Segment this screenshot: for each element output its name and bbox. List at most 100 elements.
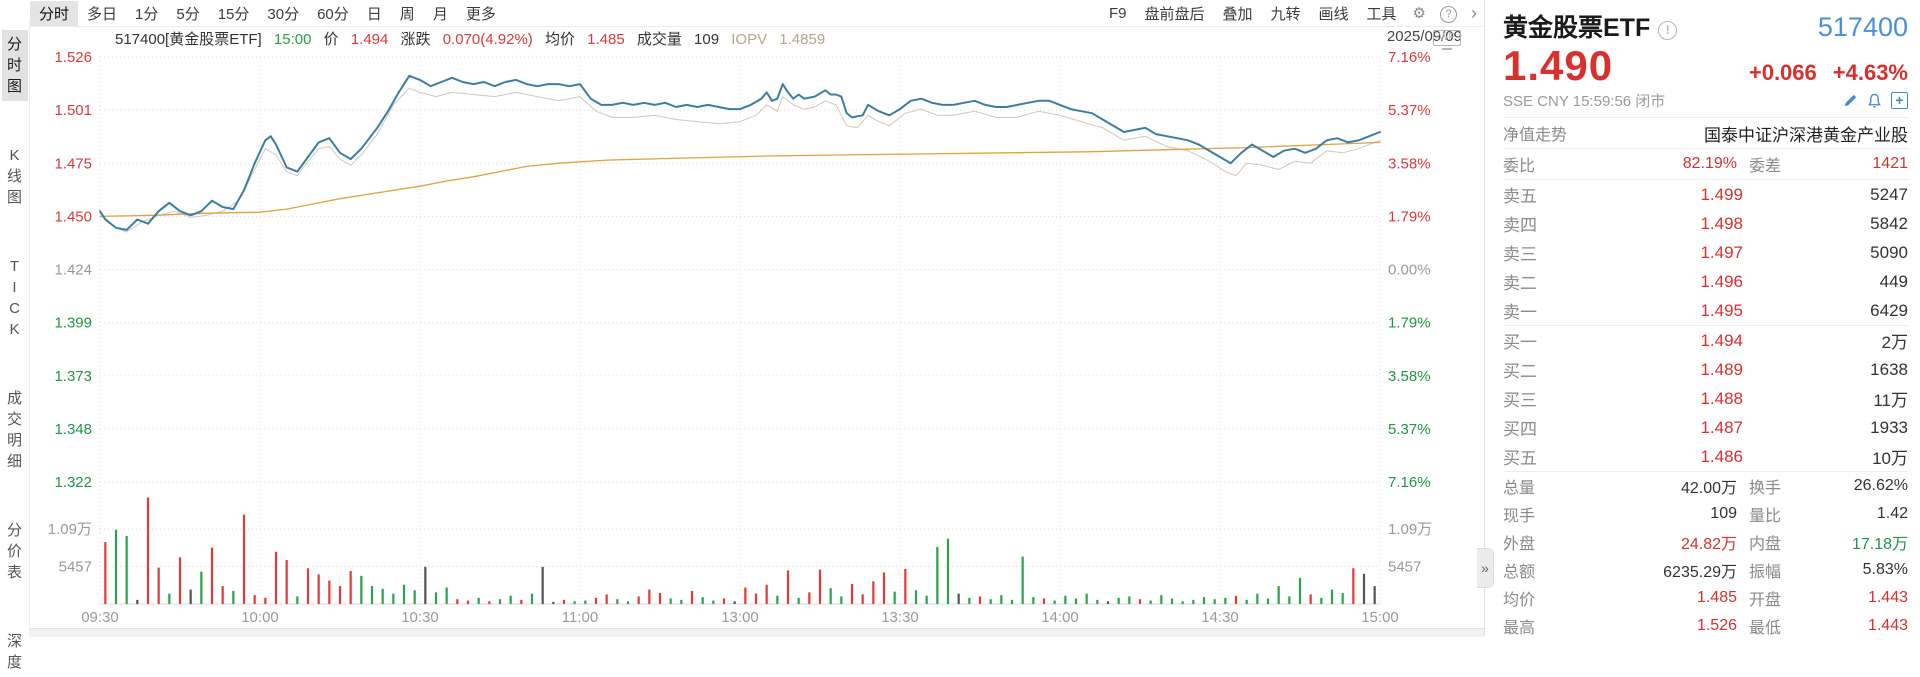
volume-bar (200, 571, 203, 604)
bid-book: 买一 1.494 2万 买二 1.489 1638 买三 1.488 11万 买四 1.487 193… (1503, 326, 1908, 471)
toolbar-item-right-3[interactable]: 九转 (1270, 5, 1301, 23)
volume-bar (1288, 596, 1291, 604)
bid-row-1[interactable]: 买一 1.494 2万 (1503, 330, 1908, 353)
pct-axis-label-5: 1.79% (1388, 315, 1431, 332)
volume-bar (1128, 596, 1131, 604)
wp-monitor-icon[interactable]: WP (1433, 30, 1461, 52)
volume-bar (328, 580, 331, 604)
toolbar-item-left-3[interactable]: 5分 (176, 5, 200, 23)
volume-bar (904, 568, 907, 604)
ask-row-4[interactable]: 卖二 1.496 449 (1503, 271, 1908, 294)
edit-icon[interactable] (1843, 93, 1858, 108)
volume-bar (829, 588, 832, 604)
sidebar-item-3[interactable]: 成交明细 (6, 390, 22, 470)
volume-bar (1202, 597, 1206, 604)
bid-row-3[interactable]: 买三 1.488 11万 (1503, 388, 1908, 411)
volume-bar (957, 593, 960, 604)
toolbar-item-right-2[interactable]: 叠加 (1222, 5, 1253, 23)
volume-bar (541, 566, 544, 604)
volume-bar (1277, 586, 1280, 604)
volume-bar (178, 557, 182, 604)
toolbar-item-left-0[interactable]: 分时 (30, 0, 79, 26)
expand-arrow-icon[interactable]: › (1471, 2, 1477, 23)
ask-row-2[interactable]: 卖四 1.498 5842 (1503, 213, 1908, 236)
volume-bar (893, 591, 896, 604)
nav-trend-row[interactable]: 净值走势 国泰中证沪深港黄金产业股 (1503, 118, 1908, 149)
volume-label: 成交量 (636, 31, 682, 48)
toolbar-item-right-4[interactable]: 画线 (1318, 5, 1349, 23)
ask-row-1[interactable]: 卖五 1.499 5247 (1503, 184, 1908, 207)
toolbar-item-left-9[interactable]: 月 (432, 5, 448, 23)
volume-bar (989, 599, 992, 604)
last-trade-time: 15:00 (273, 31, 312, 48)
sidebar-item-4[interactable]: 分价表 (6, 522, 22, 581)
instrument-code-name: 517400[黄金股票ETF] (115, 31, 262, 48)
market-status: SSE CNY 15:59:56 闭市 (1503, 93, 1666, 110)
collapse-panel-button[interactable]: » (1477, 548, 1494, 588)
volume-bar (221, 586, 224, 604)
toolbar-item-left-1[interactable]: 多日 (87, 5, 118, 23)
toolbar-item-right-0[interactable]: F9 (1108, 4, 1127, 22)
volume-bar (1256, 593, 1259, 604)
price-label: 价 (323, 31, 339, 48)
volume-bar (690, 590, 694, 604)
sidebar-item-0[interactable]: 分时图 (1, 30, 28, 101)
volume-bar (146, 497, 150, 604)
info-icon[interactable]: ! (1658, 21, 1678, 40)
ask-row-5[interactable]: 卖一 1.495 6429 (1503, 300, 1908, 323)
intraday-chart[interactable]: 1.526 7.16% 1.501 5.37% 1.475 3.58% 1.450 1.79%… (30, 48, 1484, 628)
price-axis-label-2: 1.475 (54, 155, 92, 172)
pct-axis-label-4: 0.00% (1388, 262, 1431, 279)
volume-bar (402, 584, 406, 604)
volume-bar (232, 590, 235, 604)
volume-bar (1309, 594, 1312, 604)
volume-bar (1021, 556, 1024, 604)
avg-label: 均价 (544, 31, 575, 48)
volume-bar (360, 575, 363, 604)
sidebar-item-5[interactable]: 深度 (6, 633, 22, 671)
volume-bar (104, 542, 107, 604)
volume-bar (424, 566, 427, 604)
ask-row-3[interactable]: 卖三 1.497 5090 (1503, 242, 1908, 265)
toolbar-item-left-7[interactable]: 日 (366, 5, 382, 23)
volume-bar (584, 600, 587, 604)
bid-row-4[interactable]: 买四 1.487 1933 (1503, 417, 1908, 440)
bid-row-2[interactable]: 买二 1.489 1638 (1503, 359, 1908, 382)
volume-bar (114, 529, 118, 604)
volume-bar (1362, 573, 1366, 604)
volume-bar (285, 560, 288, 604)
instrument-code[interactable]: 517400 (1817, 12, 1908, 42)
stat-row-5: 均价 1.485 开盘 1.443 (1503, 589, 1908, 609)
ask-book: 卖五 1.499 5247 卖四 1.498 5842 卖三 1.497 5090 卖二 1.496… (1503, 180, 1908, 325)
volume-bar (1373, 586, 1376, 604)
volume-bar (712, 600, 715, 604)
toolbar-item-left-8[interactable]: 周 (399, 5, 415, 23)
pct-axis-label-6: 3.58% (1388, 368, 1431, 385)
chart-bottom-strip (30, 628, 1484, 637)
toolbar-item-left-10[interactable]: 更多 (465, 5, 496, 23)
toolbar-item-left-4[interactable]: 15分 (217, 5, 250, 23)
volume-bar (509, 595, 512, 604)
volume-bar (669, 598, 672, 604)
volume-bar (722, 598, 726, 604)
volume-bar (338, 586, 342, 604)
time-axis-label-0: 09:30 (81, 609, 119, 626)
help-icon[interactable]: ? (1433, 4, 1464, 23)
volume-bar (434, 592, 438, 604)
alert-bell-icon[interactable] (1867, 93, 1882, 109)
iopv-line (99, 87, 1381, 233)
price-axis-label-8: 1.322 (54, 474, 92, 491)
weibi-value: 82.19% (1682, 155, 1737, 172)
toolbar-item-left-6[interactable]: 60分 (317, 5, 349, 23)
toolbar-item-left-2[interactable]: 1分 (135, 5, 159, 23)
toolbar-item-right-1[interactable]: 盘前盘后 (1144, 5, 1205, 23)
toolbar-item-right-5[interactable]: 工具 (1366, 5, 1397, 23)
volume-bar (978, 596, 982, 604)
add-to-watchlist-icon[interactable]: + (1891, 92, 1908, 109)
gear-icon[interactable]: ⚙ (1412, 5, 1426, 22)
bid-row-5[interactable]: 买五 1.486 10万 (1503, 446, 1908, 469)
toolbar-item-left-5[interactable]: 30分 (267, 5, 300, 23)
